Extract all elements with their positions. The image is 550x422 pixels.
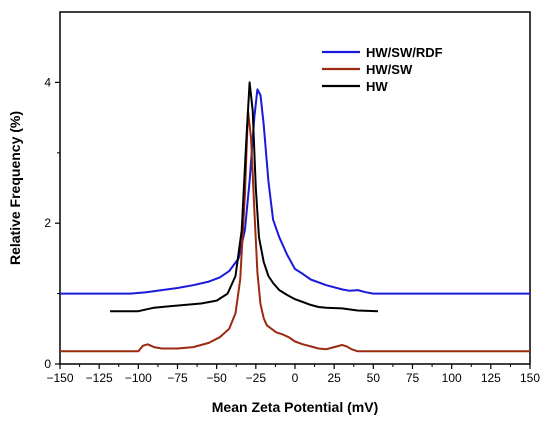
x-tick-label: 50 xyxy=(367,371,381,385)
legend: HW/SW/RDF HW/SW HW xyxy=(322,45,443,94)
series-line-hw-sw-rdf xyxy=(60,88,530,295)
x-tick-label: 25 xyxy=(327,371,341,385)
y-tick-label: 2 xyxy=(44,216,51,230)
legend-label: HW/SW xyxy=(366,62,413,77)
x-tick-label: −25 xyxy=(246,371,267,385)
x-tick-label: 150 xyxy=(520,371,540,385)
y-tick-label: 0 xyxy=(44,357,51,371)
x-tick-label: −125 xyxy=(86,371,113,385)
y-axis-title: Relative Frequency (%) xyxy=(7,111,23,265)
x-tick-label: −75 xyxy=(167,371,188,385)
x-tick-label: 100 xyxy=(442,371,462,385)
series-layer xyxy=(60,81,530,353)
y-tick-label: 4 xyxy=(44,75,51,89)
series-line-hw-sw xyxy=(60,109,530,353)
x-tick-label: −100 xyxy=(125,371,152,385)
x-tick-label: 125 xyxy=(481,371,501,385)
series-line-hw xyxy=(110,81,379,313)
x-axis: −150 −125 −100 −75 −50 −25 0 25 50 75 100 125 150 xyxy=(46,364,540,385)
y-axis: 0 2 4 xyxy=(44,75,60,371)
x-tick-label: 0 xyxy=(292,371,299,385)
x-tick-label: −150 xyxy=(46,371,73,385)
x-axis-title: Mean Zeta Potential (mV) xyxy=(212,399,378,415)
x-tick-label: 75 xyxy=(406,371,420,385)
x-tick-label: −50 xyxy=(206,371,227,385)
legend-label: HW xyxy=(366,79,388,94)
legend-label: HW/SW/RDF xyxy=(366,45,443,60)
